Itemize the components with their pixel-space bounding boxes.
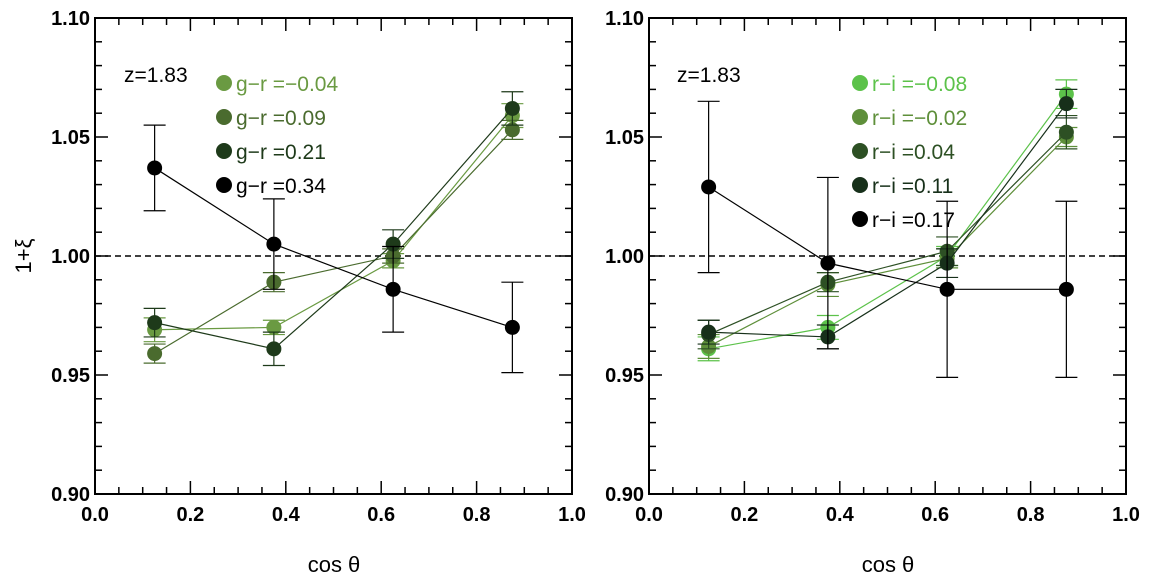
series-line (708, 136, 1067, 347)
legend-marker (852, 143, 868, 159)
x-tick-label: 0.6 (921, 504, 949, 526)
x-axis-title: cos θ (862, 552, 915, 577)
data-point (266, 341, 282, 357)
series-1 (143, 103, 524, 343)
series-line (708, 186, 1067, 290)
legend: r−i =−0.08 r−i =−0.02 r−i =0.04 r−i =0.11 r−… (852, 73, 967, 232)
redshift-annotation: z=1.83 (677, 64, 741, 87)
data-point (147, 160, 163, 176)
series-4 (143, 124, 524, 374)
legend-entry: r−i =−0.08 (872, 73, 967, 96)
series-line (708, 103, 1067, 338)
series-5 (697, 100, 1078, 378)
y-tick-label: 0.95 (51, 365, 90, 387)
series-line (708, 93, 1067, 350)
legend-marker (852, 75, 868, 91)
x-tick-label: 1.0 (1112, 504, 1140, 526)
y-tick-label: 1.10 (51, 8, 90, 30)
data-point (385, 236, 401, 252)
data-point (1058, 124, 1074, 140)
legend-entry: r−i =0.17 (872, 209, 955, 232)
data-point (820, 255, 836, 271)
y-tick-label: 1.10 (605, 8, 644, 30)
legend-entry: r−i =0.04 (872, 141, 955, 164)
data-point (147, 315, 163, 331)
data-point (266, 319, 282, 335)
data-point (1058, 96, 1074, 112)
y-tick-label: 0.90 (51, 484, 90, 506)
legend-entry: g−r =−0.04 (236, 73, 338, 96)
data-point (939, 281, 955, 297)
series-line (708, 131, 1067, 336)
legend-marker (852, 177, 868, 193)
chart-panel-1: 0.0 0.2 0.4 0.6 0.8 1.0 0.90 0.95 1.00 1.05 1.10 co… (11, 8, 586, 577)
x-tick-label: 0.4 (272, 504, 301, 526)
legend-marker (852, 211, 868, 227)
y-tick-label: 0.90 (605, 484, 644, 506)
legend-entry: g−r =0.21 (236, 141, 326, 164)
y-tick-label: 0.95 (605, 365, 644, 387)
data-point (701, 324, 717, 340)
data-point (266, 236, 282, 252)
series-line (154, 129, 513, 355)
data-point (701, 179, 717, 195)
series-line (154, 167, 513, 328)
chart-panel-2: 0.0 0.2 0.4 0.6 0.8 1.0 0.90 0.95 1.00 1.05 1.10 co… (605, 8, 1140, 577)
x-axis-title: cos θ (308, 552, 361, 577)
legend-marker (852, 109, 868, 125)
redshift-annotation: z=1.83 (124, 64, 188, 87)
series-3 (143, 91, 524, 367)
data-point (385, 281, 401, 297)
x-tick-label: 0.2 (176, 504, 204, 526)
y-tick-label: 1.05 (51, 127, 90, 149)
x-tick-label: 0.0 (81, 504, 109, 526)
series-line (154, 108, 513, 350)
y-axis-title: 1+ξ (11, 238, 36, 273)
tick-marks (94, 17, 573, 495)
series-line (154, 115, 513, 331)
legend-marker (216, 75, 232, 91)
tick-marks (648, 17, 1127, 495)
x-tick-label: 0.8 (1017, 504, 1045, 526)
x-tick-label: 0.6 (367, 504, 395, 526)
legend-entry: r−i =−0.02 (872, 107, 967, 130)
y-tick-label: 1.05 (605, 127, 644, 149)
legend-marker (216, 109, 232, 125)
data-point (504, 122, 520, 138)
data-point (504, 100, 520, 116)
legend-entry: g−r =0.09 (236, 107, 326, 130)
legend-marker (216, 177, 232, 193)
x-tick-label: 0.0 (635, 504, 663, 526)
x-tick-label: 1.0 (558, 504, 586, 526)
data-point (1058, 281, 1074, 297)
y-tick-label: 1.00 (51, 246, 90, 268)
x-tick-label: 0.8 (463, 504, 491, 526)
data-point (504, 319, 520, 335)
y-tick-label: 1.00 (605, 246, 644, 268)
data-point (147, 346, 163, 362)
x-tick-label: 0.4 (826, 504, 855, 526)
legend-marker (216, 143, 232, 159)
series-2 (143, 119, 524, 364)
legend-entry: r−i =0.11 (872, 175, 953, 198)
x-tick-label: 0.2 (730, 504, 758, 526)
legend: g−r =−0.04 g−r =0.09 g−r =0.21 g−r =0.34 (216, 73, 338, 198)
legend-entry: g−r =0.34 (236, 175, 326, 198)
